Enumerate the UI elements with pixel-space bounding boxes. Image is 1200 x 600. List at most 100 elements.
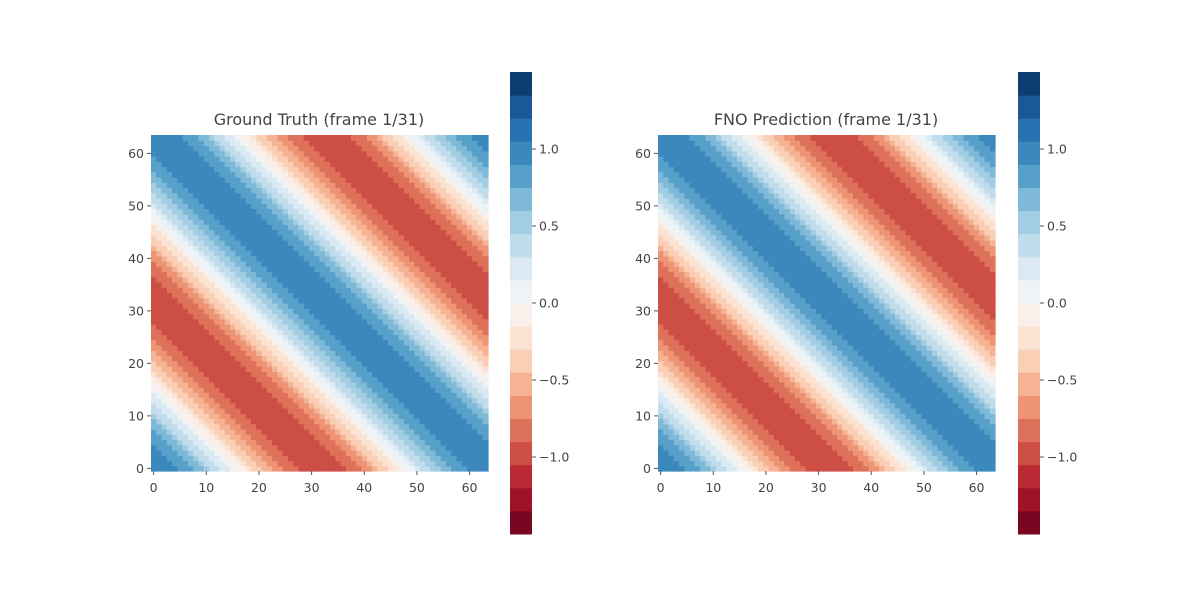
heatmap-cell: [451, 397, 458, 404]
heatmap-cell: [419, 381, 426, 388]
heatmap-cell: [403, 318, 410, 325]
heatmap-cell: [282, 208, 289, 215]
heatmap-cell: [445, 245, 452, 252]
heatmap-cell: [900, 423, 907, 430]
heatmap-cell: [409, 229, 415, 236]
heatmap-cell: [435, 360, 442, 367]
heatmap-cell: [161, 318, 168, 325]
heatmap-cell: [277, 376, 284, 383]
heatmap-cell: [979, 439, 986, 446]
heatmap-cell: [256, 366, 263, 372]
heatmap-cell: [894, 439, 901, 446]
heatmap-cell: [161, 387, 168, 393]
heatmap-cell: [440, 287, 447, 294]
heatmap-cell: [414, 355, 421, 362]
colorbar-segment: [510, 510, 532, 535]
heatmap-cell: [203, 145, 210, 152]
heatmap-cell: [187, 318, 194, 325]
heatmap-cell: [282, 371, 289, 378]
heatmap-cell: [351, 287, 357, 294]
heatmap-cell: [330, 198, 336, 204]
heatmap-cell: [240, 429, 247, 435]
heatmap-cell: [863, 439, 870, 446]
heatmap-cell: [272, 392, 278, 399]
heatmap-cell: [330, 381, 336, 388]
heatmap-cell: [235, 297, 242, 304]
heatmap-cell: [293, 334, 300, 341]
heatmap-cell: [989, 460, 996, 467]
heatmap-cell: [763, 418, 770, 425]
heatmap-cell: [156, 413, 163, 420]
heatmap-cell: [889, 418, 896, 425]
heatmap-cell: [403, 150, 410, 157]
heatmap-cell: [251, 177, 257, 183]
heatmap-cell: [472, 450, 479, 456]
heatmap-cell: [330, 224, 336, 231]
heatmap-cell: [293, 423, 300, 430]
heatmap-cell: [161, 397, 168, 404]
heatmap-cell: [398, 439, 405, 446]
heatmap-cell: [330, 266, 336, 273]
heatmap-cell: [858, 450, 864, 456]
heatmap-cell: [203, 439, 210, 446]
heatmap-cell: [900, 402, 907, 409]
heatmap-cell: [177, 213, 184, 220]
heatmap-cell: [251, 355, 257, 362]
heatmap-cell: [445, 350, 452, 357]
heatmap-cell: [335, 140, 342, 147]
heatmap-cell: [340, 450, 347, 456]
heatmap-cell: [166, 334, 173, 341]
heatmap-cell: [151, 318, 157, 325]
heatmap-cell: [298, 329, 305, 336]
heatmap-cell: [335, 255, 342, 262]
heatmap-cell: [308, 350, 315, 357]
heatmap-cell: [303, 418, 310, 425]
heatmap-cell: [214, 392, 221, 399]
heatmap-cell: [361, 439, 368, 446]
heatmap-cell: [151, 245, 157, 252]
heatmap-cell: [303, 355, 310, 362]
heatmap-cell: [736, 408, 743, 414]
heatmap-cell: [214, 140, 221, 147]
heatmap-cell: [166, 444, 173, 451]
heatmap-cell: [419, 324, 426, 330]
heatmap-cell: [282, 387, 289, 393]
heatmap-cell: [926, 408, 933, 414]
heatmap-cell: [451, 318, 458, 325]
heatmap-cell: [963, 439, 970, 446]
heatmap-cell: [393, 381, 400, 388]
heatmap-cell: [477, 271, 484, 278]
heatmap-cell: [952, 450, 959, 456]
heatmap-cell: [351, 219, 357, 225]
heatmap-cell: [445, 423, 452, 430]
heatmap-cell: [272, 145, 278, 152]
heatmap-cell: [156, 171, 163, 178]
heatmap-cell: [419, 313, 426, 320]
colorbar-segment: [510, 326, 532, 350]
heatmap-cell: [345, 350, 352, 357]
heatmap-cell: [319, 187, 326, 194]
heatmap-cell: [445, 444, 452, 451]
heatmap-cell: [472, 334, 479, 341]
heatmap-cell: [815, 439, 822, 446]
heatmap-cell: [251, 266, 257, 273]
heatmap-cell: [456, 276, 463, 283]
heatmap-cell: [330, 339, 336, 346]
heatmap-cell: [742, 439, 749, 446]
heatmap-cell: [477, 392, 484, 399]
heatmap-cell: [372, 429, 379, 435]
heatmap-cell: [277, 329, 284, 336]
heatmap-cell: [403, 208, 410, 215]
heatmap-cell: [445, 334, 452, 341]
heatmap-cell: [208, 450, 215, 456]
heatmap-cell: [245, 166, 252, 173]
heatmap-cell: [177, 324, 184, 330]
heatmap-cell: [282, 318, 289, 325]
heatmap-cell: [314, 145, 321, 152]
heatmap-cell: [794, 444, 801, 451]
heatmap-cell: [229, 423, 236, 430]
heatmap-cell: [873, 402, 880, 409]
heatmap-cell: [224, 366, 231, 372]
heatmap-cell: [377, 303, 384, 309]
heatmap-cell: [266, 250, 273, 257]
